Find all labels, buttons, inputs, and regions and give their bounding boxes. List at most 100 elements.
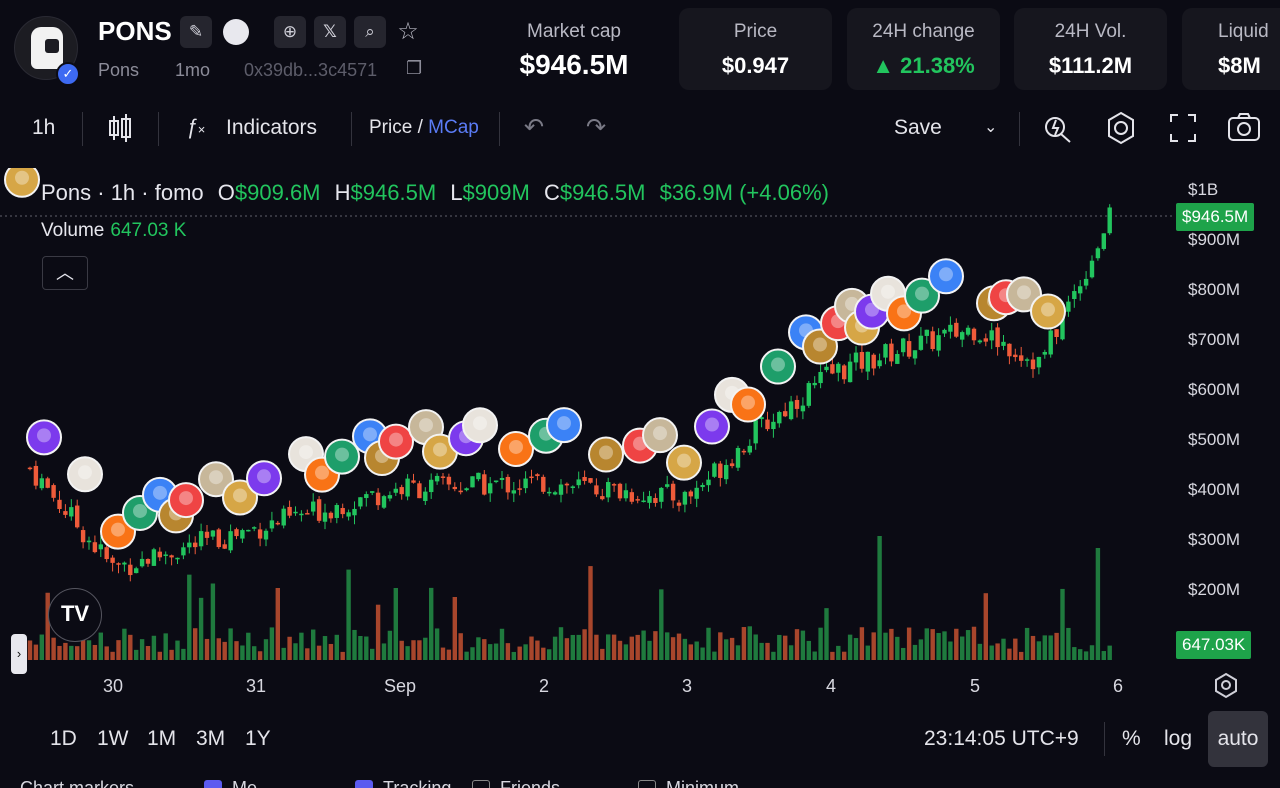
volume-bar [1083, 651, 1089, 660]
candle-body [269, 520, 275, 529]
redo-icon[interactable]: ↷ [586, 114, 607, 141]
volume-bar [187, 574, 192, 660]
price-chart[interactable]: $1B $900M $800M $700M $600M $500M $400M $300M $2… [0, 168, 1280, 708]
range-1y[interactable]: 1Y [245, 727, 271, 750]
quick-search-icon[interactable] [1042, 102, 1074, 154]
price-label[interactable]: Price [369, 117, 413, 138]
save-button[interactable]: Save [894, 116, 942, 139]
x-icon[interactable]: 𝕏 [314, 16, 346, 48]
trader-marker-avatar[interactable] [588, 436, 624, 473]
volume-bar [86, 640, 92, 660]
volume-bar [151, 635, 157, 660]
globe-icon[interactable]: ⊕ [274, 16, 306, 48]
candle-body [1019, 355, 1024, 361]
sidebar-toggle-icon[interactable]: › [11, 634, 27, 674]
volume-bar [293, 643, 298, 660]
trader-marker-avatar[interactable] [4, 168, 40, 198]
range-1w[interactable]: 1W [97, 727, 129, 750]
pen-icon[interactable]: ✎ [180, 16, 212, 48]
trader-marker-avatar[interactable] [498, 430, 534, 467]
volume-bar [942, 631, 947, 660]
checkbox-minimum[interactable] [638, 780, 656, 788]
trader-marker-avatar[interactable] [26, 419, 62, 456]
undo-icon[interactable]: ↶ [524, 114, 545, 141]
candle-body [98, 544, 103, 550]
checkbox-tracking[interactable] [355, 780, 373, 788]
trader-marker-face [153, 485, 167, 500]
candle-body [80, 530, 86, 543]
trader-marker-avatar[interactable] [246, 460, 282, 497]
trader-marker-avatar[interactable] [730, 386, 766, 423]
copy-icon[interactable]: ❐ [406, 58, 423, 78]
candle-body [358, 497, 363, 507]
candle-body [193, 542, 198, 548]
volume-bar [771, 651, 776, 660]
stat-market-cap: Market cap $946.5M [500, 8, 648, 90]
interval-selector[interactable]: 1h [32, 116, 56, 139]
trader-marker-avatar[interactable] [694, 408, 730, 445]
mcap-label[interactable]: MCap [428, 117, 479, 138]
collapse-legend-button[interactable]: ︿ [42, 256, 88, 290]
pump-icon[interactable] [220, 16, 252, 48]
auto-scale-toggle[interactable]: auto [1208, 711, 1268, 767]
log-toggle[interactable]: log [1164, 727, 1193, 750]
axis-settings-icon[interactable] [1215, 672, 1237, 699]
trader-marker-avatar[interactable] [168, 482, 204, 519]
function-icon[interactable]: ƒ× [186, 116, 206, 139]
price-mcap-toggle[interactable]: Price / MCap [369, 102, 479, 154]
stat-value: ▲ 21.38% [872, 53, 975, 78]
token-address[interactable]: 0x39db...3c4571 [244, 60, 378, 80]
candle-style-icon[interactable] [107, 102, 133, 154]
chart-canvas[interactable]: $1B $900M $800M $700M $600M $500M $400M $300M $2… [0, 168, 1280, 708]
trader-marker-avatar[interactable] [324, 438, 360, 475]
range-3m[interactable]: 3M [196, 727, 226, 750]
trader-marker-avatar[interactable] [462, 407, 498, 444]
chevron-down-icon[interactable]: ⌄ [984, 119, 998, 136]
candle-body [293, 511, 298, 514]
trader-marker-avatar[interactable] [760, 348, 796, 385]
candle-body [204, 531, 210, 538]
tradingview-logo[interactable]: TV [48, 588, 102, 642]
candle-body [399, 487, 404, 495]
candle-body [582, 476, 587, 481]
candle-body [659, 487, 664, 502]
trader-marker-avatar[interactable] [904, 277, 940, 314]
volume-bar [346, 569, 351, 660]
trader-marker-avatar[interactable] [666, 444, 702, 481]
fullscreen-icon[interactable] [1168, 102, 1198, 154]
volume-bar [381, 643, 387, 660]
settings-icon[interactable] [1103, 102, 1139, 154]
candle-body [688, 491, 693, 497]
search-icon[interactable]: ⌕ [354, 16, 386, 48]
checkbox-me[interactable] [204, 780, 222, 788]
trader-marker-avatar[interactable] [198, 461, 234, 498]
trader-marker-avatar[interactable] [222, 479, 258, 516]
percent-toggle[interactable]: % [1122, 727, 1141, 750]
trader-marker-avatar[interactable] [928, 258, 964, 295]
candle-body [440, 476, 446, 478]
volume-bar [358, 635, 363, 660]
volume-bar [393, 588, 398, 660]
trader-marker-avatar[interactable] [378, 423, 414, 460]
candle-body [464, 488, 469, 491]
stat-label: Market cap [527, 21, 621, 42]
range-1d[interactable]: 1D [50, 727, 77, 750]
trader-marker-avatar[interactable] [642, 417, 678, 454]
volume-bar [989, 645, 994, 660]
trader-marker-avatar[interactable] [1030, 293, 1066, 330]
camera-icon[interactable] [1226, 102, 1262, 154]
candle-body [252, 527, 257, 529]
candle-body [316, 499, 322, 521]
clock-timezone[interactable]: 23:14:05 UTC+9 [924, 727, 1079, 750]
trader-marker-avatar[interactable] [67, 456, 103, 493]
volume-bar [570, 634, 575, 660]
volume-bar [429, 587, 434, 660]
range-1m[interactable]: 1M [147, 727, 177, 750]
checkbox-friends[interactable] [472, 780, 490, 788]
star-icon[interactable]: ☆ [397, 18, 419, 45]
candle-body [712, 463, 717, 477]
trader-marker-avatar[interactable] [546, 407, 582, 444]
candle-body [883, 344, 888, 358]
indicators-button[interactable]: Indicators [226, 116, 318, 139]
candle-body [1036, 356, 1042, 368]
